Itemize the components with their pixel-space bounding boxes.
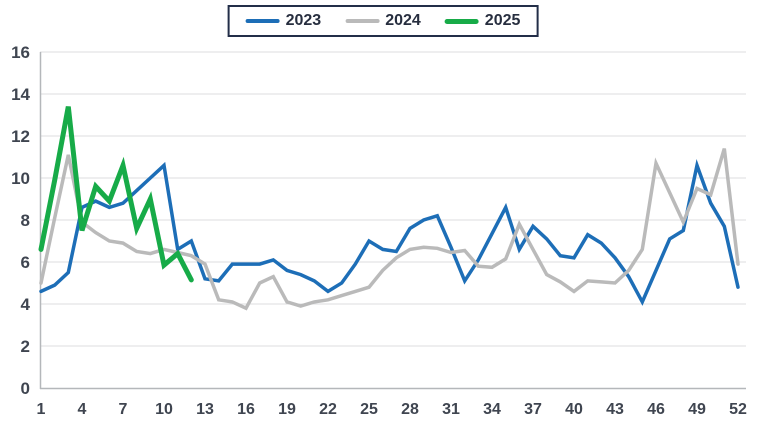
x-axis-tick-label: 7	[119, 401, 128, 418]
x-axis-tick-label: 52	[729, 401, 747, 418]
series-line-2025	[38, 106, 194, 283]
legend-line-swatch-2025	[444, 18, 479, 24]
y-axis-tick-label: 14	[11, 85, 30, 104]
x-axis-tick-label: 43	[606, 401, 624, 418]
y-axis-tick-label: 4	[21, 295, 31, 314]
y-axis-tick-label: 2	[21, 337, 30, 356]
x-axis-tick-label: 25	[360, 401, 378, 418]
legend-item-2023: 2023	[245, 12, 322, 29]
x-axis-tick-label: 34	[483, 401, 501, 418]
y-axis-tick-label: 12	[11, 127, 30, 146]
series-line-2023	[39, 159, 740, 306]
x-axis-tick-label: 10	[155, 401, 173, 418]
y-axis-tick-label: 10	[11, 169, 30, 188]
x-axis-tick-label: 28	[401, 401, 419, 418]
x-axis-tick-label: 49	[688, 401, 706, 418]
series-line-2024	[39, 148, 740, 311]
x-axis-tick-label: 4	[78, 401, 87, 418]
y-axis-tick-label: 8	[21, 211, 30, 230]
legend-label-2024: 2024	[385, 12, 421, 29]
legend-item-2024: 2024	[345, 13, 421, 29]
x-axis-tick-label: 22	[319, 401, 337, 418]
x-axis-tick-label: 16	[237, 401, 255, 418]
x-axis-tick-label: 37	[524, 401, 542, 418]
chart-legend: 2023 2024 2025	[227, 5, 539, 37]
y-axis-tick-label: 16	[11, 43, 30, 62]
x-axis-tick-label: 40	[565, 401, 583, 418]
x-axis-tick-label: 13	[196, 401, 214, 418]
legend-line-swatch-2023	[245, 19, 280, 23]
legend-item-2025: 2025	[444, 12, 521, 29]
x-axis-tick-label: 46	[647, 401, 665, 418]
x-axis-tick-label: 19	[278, 401, 296, 418]
y-axis-tick-label: 6	[21, 253, 30, 272]
x-axis-tick-label: 1	[37, 401, 46, 418]
x-axis-tick-label: 31	[442, 401, 460, 418]
legend-label-2025: 2025	[484, 12, 521, 29]
legend-label-2023: 2023	[285, 12, 322, 29]
y-axis-tick-label: 0	[21, 379, 30, 398]
legend-line-swatch-2024	[345, 19, 380, 23]
